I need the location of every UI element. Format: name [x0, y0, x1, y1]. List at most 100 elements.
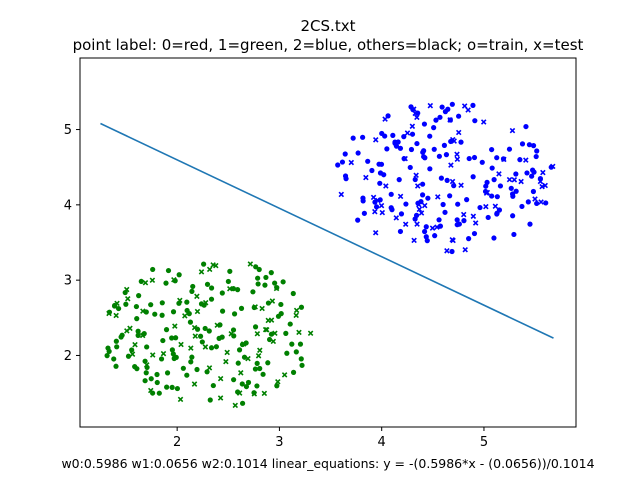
test-point-1-49 — [214, 322, 221, 329]
test-point-2-3 — [412, 110, 418, 117]
train-point-1-47 — [176, 272, 182, 278]
train-point-1-132 — [142, 378, 148, 384]
train-point-1-90 — [280, 279, 286, 285]
test-point-2-39 — [402, 155, 408, 162]
test-point-2-68 — [378, 202, 385, 209]
train-point-2-138 — [454, 217, 460, 223]
train-point-1-139 — [298, 304, 305, 310]
train-point-1-110 — [210, 382, 216, 389]
train-point-2-61 — [420, 192, 426, 198]
train-point-1-79 — [154, 379, 160, 386]
train-point-2-13 — [466, 155, 472, 162]
test-point-1-57 — [124, 295, 131, 302]
x-tick-label: 5 — [480, 435, 488, 450]
test-point-1-51 — [263, 326, 270, 333]
train-point-2-51 — [360, 134, 366, 140]
y-tick-label: 4 — [64, 198, 72, 213]
train-point-1-18 — [104, 353, 110, 359]
train-point-1-76 — [262, 282, 268, 288]
train-point-1-28 — [236, 347, 243, 353]
train-point-2-90 — [420, 181, 426, 187]
train-point-2-46 — [525, 199, 531, 205]
test-point-2-60 — [454, 151, 460, 158]
train-point-2-134 — [432, 233, 438, 239]
test-point-1-63 — [202, 299, 209, 306]
train-point-1-3 — [208, 285, 215, 291]
train-point-1-134 — [268, 331, 275, 337]
test-point-2-11 — [372, 229, 379, 236]
train-point-2-104 — [456, 221, 462, 227]
plot-area — [100, 101, 556, 409]
train-point-2-136 — [494, 211, 500, 217]
train-point-1-61 — [213, 344, 219, 350]
train-point-1-53 — [136, 293, 142, 299]
test-point-1-7 — [232, 402, 239, 409]
train-point-2-37 — [403, 201, 409, 207]
test-point-1-27 — [191, 324, 198, 331]
train-point-2-17 — [408, 146, 415, 153]
train-point-2-128 — [421, 154, 427, 160]
test-point-1-29 — [223, 358, 229, 365]
train-point-2-81 — [343, 176, 349, 182]
test-point-2-30 — [435, 194, 441, 200]
train-point-1-126 — [266, 336, 273, 343]
x-tick-label: 4 — [378, 435, 386, 450]
test-point-1-41 — [227, 286, 233, 292]
train-point-2-22 — [350, 135, 356, 141]
test-point-1-52 — [224, 349, 230, 356]
train-point-1-148 — [194, 326, 201, 332]
y-tick-label: 2 — [64, 349, 72, 364]
train-point-2-3 — [390, 132, 396, 138]
x-tick-label: 2 — [173, 435, 181, 450]
test-point-1-12 — [240, 341, 247, 347]
train-point-1-13 — [111, 356, 117, 362]
test-point-2-28 — [402, 221, 409, 228]
train-point-2-30 — [470, 102, 476, 108]
train-point-2-44 — [423, 224, 429, 230]
test-point-1-16 — [293, 312, 299, 319]
train-point-1-97 — [169, 384, 175, 390]
train-point-1-118 — [293, 349, 299, 355]
train-point-2-119 — [393, 143, 400, 149]
test-point-2-50 — [472, 220, 479, 226]
test-point-2-54 — [540, 169, 546, 176]
test-point-1-3 — [259, 305, 265, 312]
train-point-2-64 — [534, 148, 540, 154]
test-point-1-45 — [171, 276, 177, 283]
test-point-1-22 — [140, 308, 146, 314]
test-point-1-50 — [255, 353, 262, 359]
train-point-2-133 — [447, 193, 453, 199]
test-point-1-14 — [194, 308, 201, 315]
train-point-2-39 — [427, 133, 433, 139]
test-point-2-18 — [462, 246, 468, 253]
train-point-2-9 — [526, 142, 533, 148]
train-point-2-14 — [369, 167, 375, 174]
test-point-1-18 — [106, 310, 112, 317]
train-point-1-133 — [184, 299, 190, 305]
train-point-1-55 — [123, 301, 129, 307]
train-point-1-105 — [156, 390, 162, 396]
train-point-1-84 — [202, 325, 208, 332]
test-point-2-24 — [372, 208, 378, 215]
train-point-1-137 — [238, 305, 245, 311]
test-point-2-15 — [429, 225, 436, 231]
test-point-1-30 — [293, 307, 300, 314]
test-point-1-32 — [217, 395, 224, 401]
test-point-2-23 — [518, 178, 524, 185]
train-point-2-97 — [442, 209, 448, 215]
test-point-1-5 — [191, 381, 198, 387]
test-point-2-69 — [539, 183, 545, 190]
train-point-1-101 — [204, 281, 211, 287]
test-point-2-48 — [409, 123, 416, 130]
train-point-2-103 — [449, 248, 455, 255]
train-point-1-35 — [132, 364, 138, 370]
y-tick-label: 5 — [64, 123, 72, 138]
test-point-1-42 — [272, 330, 278, 337]
train-point-2-57 — [409, 131, 416, 137]
test-point-1-2 — [182, 313, 188, 319]
train-point-2-91 — [483, 183, 489, 189]
train-point-1-38 — [265, 360, 271, 366]
test-point-1-67 — [252, 304, 258, 310]
test-point-2-45 — [404, 130, 411, 136]
train-point-1-91 — [290, 369, 297, 375]
